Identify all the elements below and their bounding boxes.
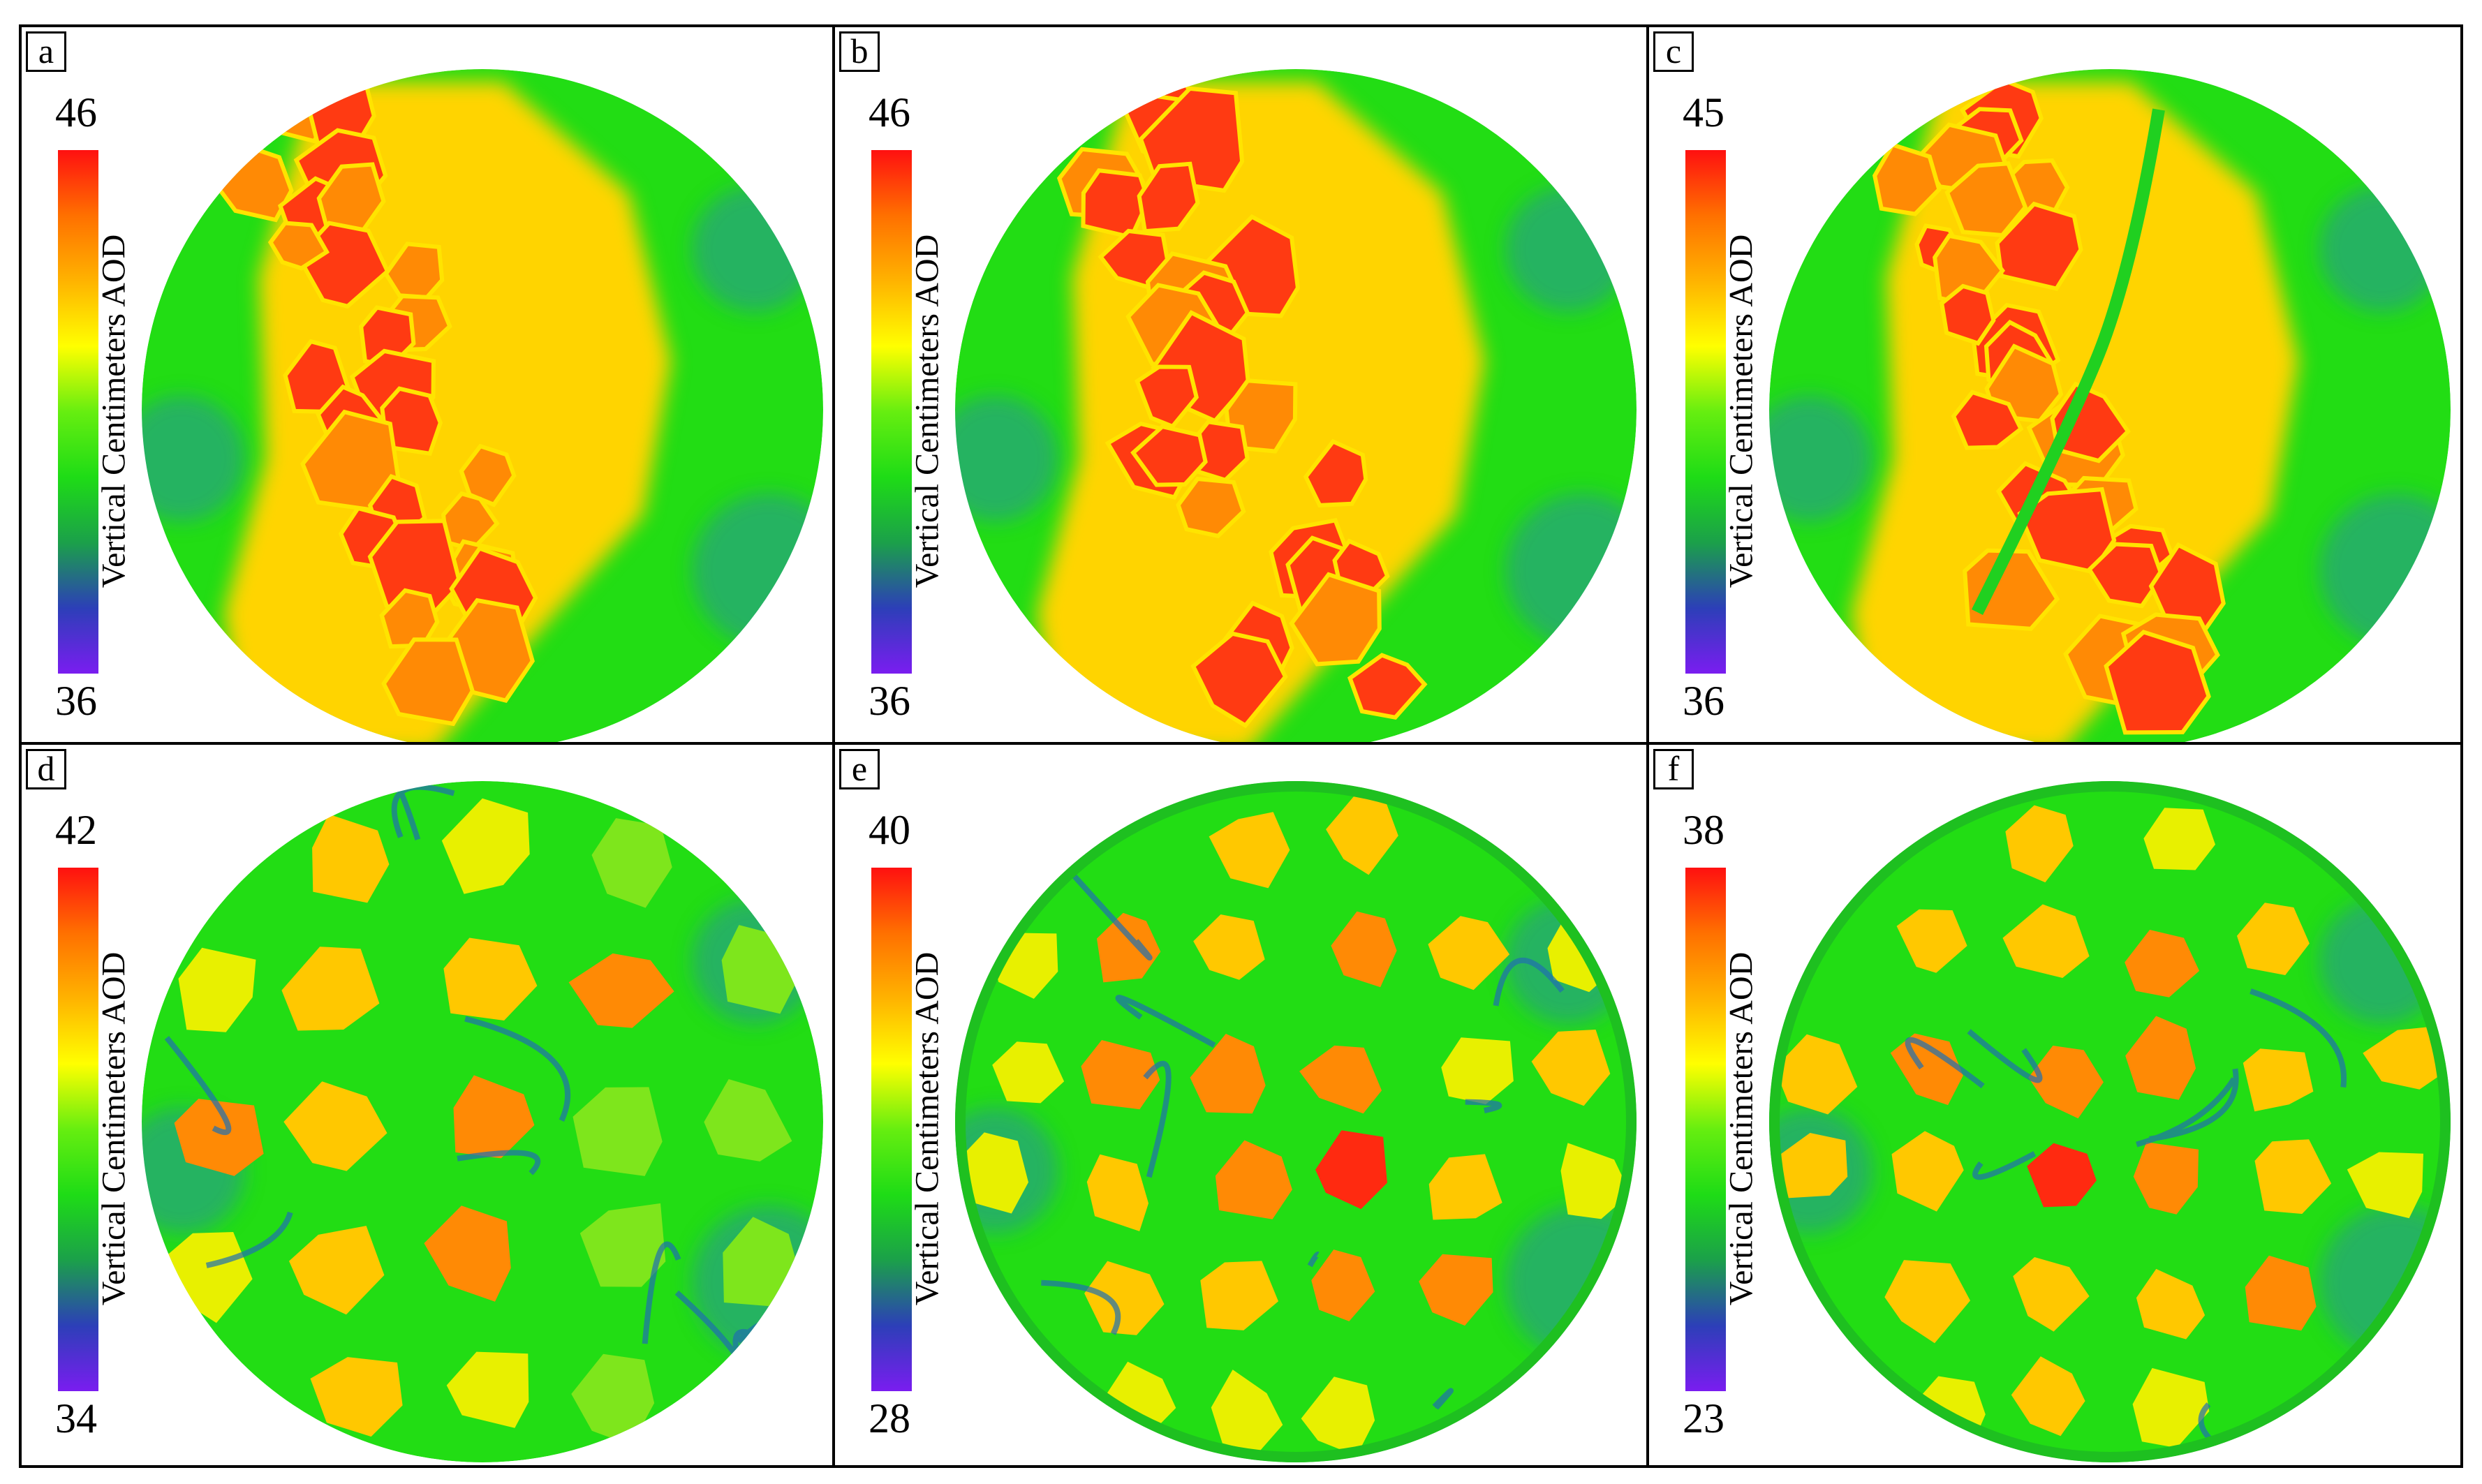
panel-b: b 46 36 Vertical Centimeters AOD <box>832 24 1649 745</box>
elevation-map <box>1769 781 2451 1462</box>
colorbar-title: Vertical Centimeters AOD <box>1722 951 1760 1306</box>
map-surface <box>142 69 823 742</box>
colorbar-min-label: 23 <box>1683 1395 1724 1441</box>
colorbar-title: Vertical Centimeters AOD <box>95 951 133 1306</box>
colorbar-max-label: 38 <box>1683 807 1724 853</box>
colorbar-max-label: 46 <box>55 89 97 135</box>
colorbar-min-label: 28 <box>869 1395 910 1441</box>
colorbar-min-label: 34 <box>55 1395 97 1441</box>
panel-a: a 46 36 Vertical Centimeters AOD <box>19 24 835 745</box>
map-surface <box>955 69 1637 742</box>
colorbar <box>58 868 98 1391</box>
colorbar-title: Vertical Centimeters AOD <box>1722 234 1760 588</box>
panel-label: c <box>1653 31 1694 72</box>
panel-label: e <box>839 749 880 789</box>
elevation-map <box>955 69 1637 742</box>
panel-label: d <box>26 749 66 789</box>
panel-f: f 38 23 Vertical Centimeters AOD <box>1646 742 2463 1468</box>
map-surface <box>1769 781 2451 1462</box>
elevation-map <box>1769 69 2451 742</box>
colorbar-max-label: 45 <box>1683 89 1724 135</box>
colorbar-min-label: 36 <box>1683 678 1724 724</box>
colorbar-title: Vertical Centimeters AOD <box>95 234 133 588</box>
colorbar <box>871 868 912 1391</box>
colorbar <box>871 150 912 674</box>
colorbar-title: Vertical Centimeters AOD <box>908 234 946 588</box>
panel-label: f <box>1653 749 1694 789</box>
elevation-map <box>142 69 823 742</box>
panel-d: d 42 34 Vertical Centimeters AOD <box>19 742 835 1468</box>
panel-c: c 45 36 Vertical Centimeters AOD <box>1646 24 2463 745</box>
map-surface <box>142 781 823 1462</box>
panel-label: b <box>839 31 880 72</box>
colorbar-max-label: 40 <box>869 807 910 853</box>
colorbar-title: Vertical Centimeters AOD <box>908 951 946 1306</box>
elevation-map <box>955 781 1637 1462</box>
colorbar-min-label: 36 <box>869 678 910 724</box>
colorbar-min-label: 36 <box>55 678 97 724</box>
colorbar-max-label: 46 <box>869 89 910 135</box>
colorbar <box>58 150 98 674</box>
map-surface <box>955 781 1637 1462</box>
colorbar <box>1685 868 1726 1391</box>
colorbar <box>1685 150 1726 674</box>
panel-e: e 40 28 Vertical Centimeters AOD <box>832 742 1649 1468</box>
elevation-map <box>142 781 823 1462</box>
map-surface <box>1769 69 2451 742</box>
panel-label: a <box>26 31 66 72</box>
colorbar-max-label: 42 <box>55 807 97 853</box>
